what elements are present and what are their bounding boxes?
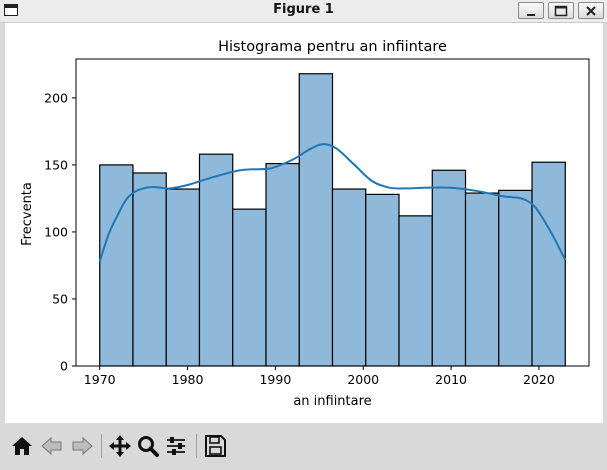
- pan-button[interactable]: [106, 432, 134, 460]
- y-tick-label: 150: [44, 157, 68, 172]
- home-button[interactable]: [8, 432, 36, 460]
- histogram-bar: [531, 161, 566, 367]
- forward-button[interactable]: [68, 432, 96, 460]
- x-tick-label: 1990: [259, 372, 291, 387]
- configure-subplots-button[interactable]: [162, 432, 190, 460]
- histogram-bar: [132, 172, 167, 367]
- y-tick-label: 0: [60, 359, 68, 374]
- x-tick-label: 2010: [435, 372, 467, 387]
- x-tick-label: 2000: [347, 372, 379, 387]
- histogram-bar: [99, 164, 134, 367]
- back-icon: [41, 436, 62, 456]
- histogram-bar: [198, 153, 234, 367]
- save-icon: [205, 435, 226, 457]
- window-titlebar: Figure 1: [0, 0, 607, 23]
- y-tick-label: 200: [44, 90, 68, 105]
- histogram-bar: [398, 215, 433, 367]
- zoom-icon: [138, 436, 159, 457]
- y-axis-label: Frecventa: [20, 182, 35, 246]
- save-button[interactable]: [201, 432, 229, 460]
- back-button[interactable]: [38, 432, 66, 460]
- histogram-bar: [265, 162, 300, 367]
- maximize-icon: [554, 5, 568, 17]
- histogram-bar: [498, 189, 533, 367]
- histogram-bar: [431, 169, 467, 367]
- histogram-bar: [464, 192, 500, 367]
- histogram-bar: [232, 208, 267, 367]
- chart-title: Histograma pentru an infiintare: [218, 39, 447, 55]
- configure-subplots-icon: [167, 437, 185, 455]
- plot-frame: [75, 58, 590, 367]
- histogram-bar: [165, 188, 201, 367]
- window-title: Figure 1: [273, 2, 334, 17]
- figure-canvas: Histograma pentru an infiintare an infii…: [5, 23, 603, 423]
- x-tick-label: 2020: [523, 372, 555, 387]
- pan-icon: [109, 435, 131, 457]
- x-tick-label: 1970: [84, 372, 116, 387]
- y-tick-label: 50: [52, 291, 68, 306]
- toolbar-separator: [101, 434, 102, 458]
- y-tick-label: 100: [44, 224, 68, 239]
- kde-line: [98, 143, 567, 262]
- histogram-bar: [298, 73, 334, 367]
- forward-icon: [72, 436, 93, 456]
- app-window-icon: [4, 4, 18, 16]
- minimize-icon: [527, 14, 535, 16]
- histogram-bar: [365, 193, 400, 367]
- maximize-button[interactable]: [548, 2, 574, 19]
- navigation-toolbar: [0, 424, 607, 470]
- home-icon: [12, 437, 32, 455]
- zoom-button[interactable]: [134, 432, 162, 460]
- close-icon: [586, 6, 596, 16]
- toolbar-separator: [196, 434, 197, 458]
- x-tick-label: 1980: [172, 372, 204, 387]
- x-axis-label: an infiintare: [293, 394, 371, 409]
- minimize-button[interactable]: [518, 2, 544, 19]
- histogram-bar: [331, 188, 367, 367]
- histogram-chart: Histograma pentru an infiintare an infii…: [20, 39, 590, 409]
- close-button[interactable]: [578, 2, 604, 19]
